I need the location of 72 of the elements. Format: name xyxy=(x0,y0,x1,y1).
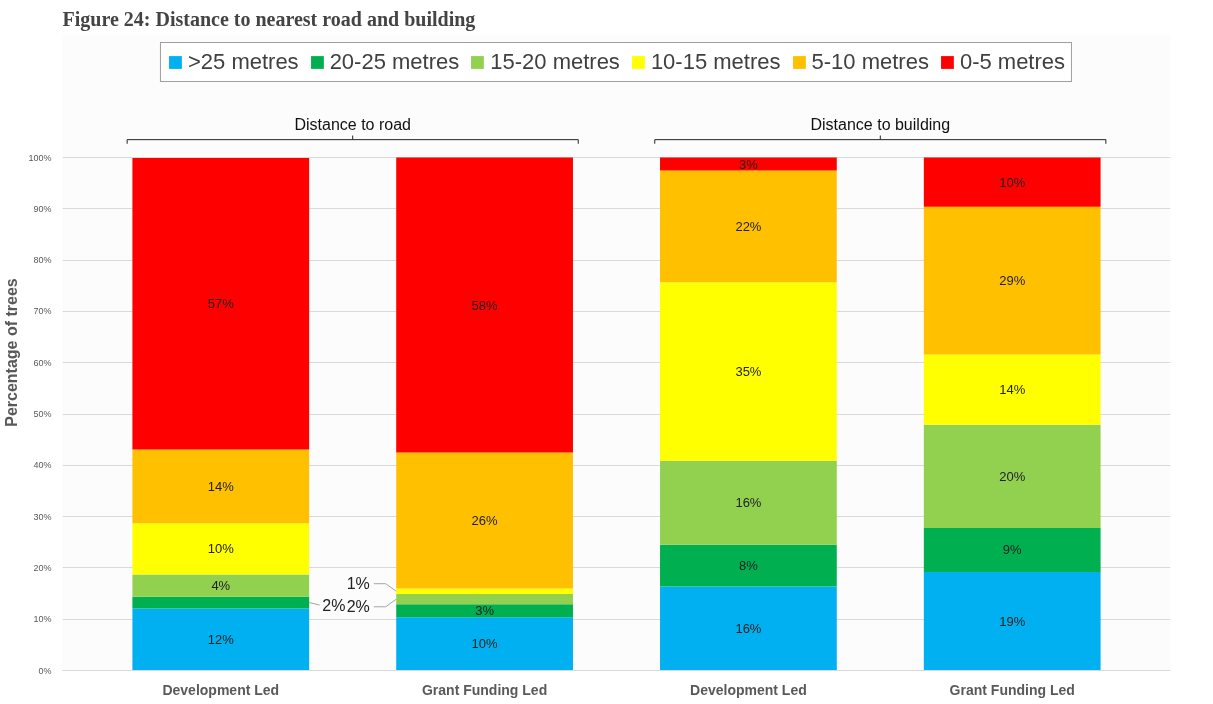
y-tick-label: 50% xyxy=(33,409,52,420)
data-label: 4% xyxy=(211,578,231,594)
bar xyxy=(396,617,573,671)
bar xyxy=(660,282,837,461)
bar xyxy=(923,206,1101,355)
data-label: 8% xyxy=(739,558,759,574)
data-label: 14% xyxy=(207,478,235,494)
legend-label: >25 metres xyxy=(187,49,299,75)
bar xyxy=(660,544,837,587)
data-label: 26% xyxy=(471,512,499,528)
legend-label: 0-5 metres xyxy=(959,49,1066,75)
bar xyxy=(396,594,573,605)
data-label: 1% xyxy=(346,575,370,593)
data-label: 10% xyxy=(471,636,499,652)
bar xyxy=(923,424,1101,528)
y-tick-label: 80% xyxy=(33,255,52,266)
text: Distance to road xyxy=(294,116,411,134)
y-tick-label: 0% xyxy=(38,665,52,676)
bar xyxy=(923,354,1101,425)
legend-label: 20-25 metres xyxy=(329,49,460,75)
data-label: 29% xyxy=(999,273,1026,289)
bar xyxy=(660,170,837,283)
x-tick-label: Development Led xyxy=(690,681,807,698)
x-tick-label: Development Led xyxy=(162,681,280,698)
bar xyxy=(923,572,1101,671)
bar xyxy=(660,460,837,545)
y-tick-label: 40% xyxy=(33,460,52,471)
y-tick-label: 70% xyxy=(33,306,52,317)
data-label: 35% xyxy=(735,363,762,379)
bar xyxy=(660,586,837,671)
legend-label: 10-15 metres xyxy=(650,49,781,75)
data-label: 57% xyxy=(207,296,235,312)
bar xyxy=(396,157,573,453)
data-label: 16% xyxy=(735,495,762,511)
y-tick-label: 30% xyxy=(33,511,52,522)
data-label: 10% xyxy=(207,541,235,557)
legend-label: 15-20 metres xyxy=(490,49,620,75)
chart-title: Figure 24: Distance to nearest road and building xyxy=(62,7,476,31)
y-tick-label: 20% xyxy=(33,562,52,573)
bar xyxy=(132,596,310,609)
data-label: 58% xyxy=(471,297,499,313)
data-label: 2% xyxy=(346,598,370,616)
data-label: 3% xyxy=(739,156,759,172)
bar xyxy=(132,449,310,524)
data-label: 12% xyxy=(207,631,235,647)
bar xyxy=(396,452,573,589)
y-tick-label: 60% xyxy=(33,357,52,368)
y-tick-label: 10% xyxy=(33,614,52,625)
bar xyxy=(132,523,310,575)
data-label: 19% xyxy=(999,613,1026,629)
data-label: 14% xyxy=(999,382,1026,398)
bar xyxy=(132,608,310,671)
text: Distance to building xyxy=(810,116,951,134)
legend-label: 5-10 metres xyxy=(811,49,929,75)
data-label: 10% xyxy=(999,174,1026,190)
y-axis-title: Percentage of trees xyxy=(3,278,21,427)
data-label: 9% xyxy=(1002,542,1023,558)
bar xyxy=(132,574,310,597)
x-tick-label: Grant Funding Led xyxy=(421,681,548,698)
y-tick-label: 100% xyxy=(28,152,52,163)
data-label: 16% xyxy=(735,620,762,636)
data-label: 2% xyxy=(322,596,346,614)
data-label: 20% xyxy=(999,468,1026,484)
bar xyxy=(132,158,310,450)
x-tick-label: Grant Funding Led xyxy=(949,681,1075,698)
data-label: 3% xyxy=(475,603,495,619)
bar xyxy=(923,527,1101,573)
y-tick-label: 90% xyxy=(33,203,52,214)
bar xyxy=(923,157,1101,207)
data-label: 22% xyxy=(735,218,762,234)
bar xyxy=(396,588,573,595)
bar xyxy=(396,604,573,618)
